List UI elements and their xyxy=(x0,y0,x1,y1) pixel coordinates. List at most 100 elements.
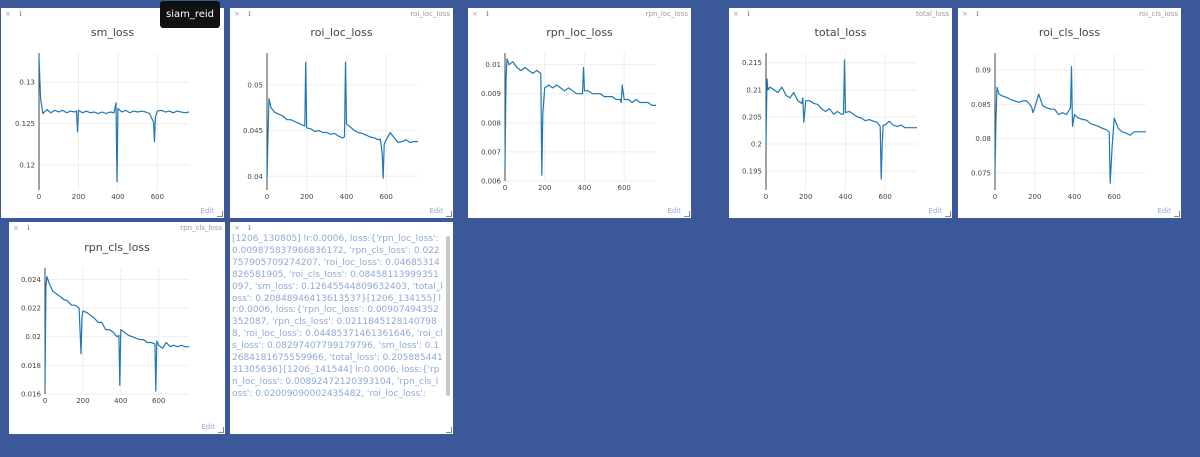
y-tick-label: 0.13 xyxy=(19,79,35,87)
window-title: rpn_loc_loss xyxy=(645,10,688,18)
pane-sm-loss: × ℹ sm_loss 0.12 0.125 0.13 0 200 400 600 Edit xyxy=(1,8,224,218)
y-tick-label: 0.195 xyxy=(742,168,762,176)
series-line xyxy=(44,275,189,392)
series-line xyxy=(765,59,917,180)
y-tick-label: 0.205 xyxy=(742,113,762,121)
x-tick-label: 400 xyxy=(1068,193,1081,201)
resize-handle[interactable] xyxy=(217,211,223,217)
plot-title: roi_cls_loss xyxy=(1038,26,1101,39)
window-controls[interactable]: × ℹ xyxy=(234,10,254,18)
window-bar: × ℹ total_loss xyxy=(729,8,952,20)
edit-link[interactable]: Edit xyxy=(200,207,214,215)
chart-roi-cls-loss[interactable]: 0.075 0.08 0.085 0.09 0 200 400 600 xyxy=(958,8,1181,218)
y-tick-label: 0.04 xyxy=(247,173,263,181)
resize-handle[interactable] xyxy=(446,427,452,433)
edit-link[interactable]: Edit xyxy=(429,207,443,215)
x-tick-label: 200 xyxy=(538,184,551,192)
window-bar: × ℹ roi_cls_loss xyxy=(958,8,1181,20)
y-tick-label: 0.05 xyxy=(247,81,263,89)
resize-handle[interactable] xyxy=(1174,211,1180,217)
y-tick-label: 0.075 xyxy=(971,169,991,177)
window-controls[interactable]: × ℹ xyxy=(733,10,753,18)
y-tick-label: 0.009 xyxy=(481,90,501,98)
window-title: rpn_cls_loss xyxy=(180,224,222,232)
pane-rpn-cls-loss: × ℹ rpn_cls_loss rpn_cls_loss 0.016 0.018… xyxy=(9,222,225,434)
x-tick-label: 600 xyxy=(1108,193,1121,201)
series-line xyxy=(38,57,190,183)
y-tick-label: 0.2 xyxy=(751,140,762,148)
pane-rpn-loc-loss: × ℹ rpn_loc_loss rpn_loc_loss 0.006 0.007… xyxy=(468,8,691,218)
x-tick-label: 600 xyxy=(618,184,631,192)
plot-title: rpn_cls_loss xyxy=(84,241,150,254)
x-tick-label: 400 xyxy=(114,397,127,405)
x-tick-label: 0 xyxy=(993,193,997,201)
x-tick-label: 200 xyxy=(76,397,89,405)
resize-handle[interactable] xyxy=(684,211,690,217)
y-tick-label: 0.018 xyxy=(21,362,41,370)
x-tick-label: 0 xyxy=(37,193,41,201)
window-bar: × ℹ roi_loc_loss xyxy=(230,8,453,20)
window-title: total_loss xyxy=(915,10,949,18)
window-controls[interactable]: × ℹ xyxy=(5,10,25,18)
pane-roi-cls-loss: × ℹ roi_cls_loss roi_cls_loss 0.075 0.08 0… xyxy=(958,8,1181,218)
y-tick-label: 0.016 xyxy=(21,391,42,399)
x-tick-label: 200 xyxy=(1028,193,1041,201)
y-tick-label: 0.08 xyxy=(975,135,991,143)
y-tick-label: 0.01 xyxy=(485,61,501,69)
window-bar: × ℹ xyxy=(1,8,224,20)
y-tick-label: 0.21 xyxy=(746,86,762,94)
chart-sm-loss[interactable]: 0.12 0.125 0.13 0 200 400 600 xyxy=(1,8,224,218)
window-controls[interactable]: × ℹ xyxy=(13,224,33,232)
y-tick-label: 0.006 xyxy=(481,178,502,186)
y-tick-label: 0.215 xyxy=(742,59,762,67)
window-bar: × ℹ rpn_cls_loss xyxy=(9,222,225,234)
window-controls[interactable]: × ℹ xyxy=(962,10,982,18)
edit-link[interactable]: Edit xyxy=(201,423,215,431)
x-tick-label: 200 xyxy=(799,193,812,201)
chart-rpn-loc-loss[interactable]: 0.006 0.007 0.008 0.009 0.01 0 200 400 600 xyxy=(468,8,691,218)
series-line xyxy=(504,58,656,176)
plot-title: sm_loss xyxy=(90,26,135,39)
y-tick-label: 0.022 xyxy=(21,305,41,313)
chart-roi-loc-loss[interactable]: 0.04 0.045 0.05 0 200 400 600 xyxy=(230,8,453,218)
window-title: roi_loc_loss xyxy=(410,10,450,18)
y-tick-label: 0.09 xyxy=(975,67,991,75)
x-tick-label: 400 xyxy=(340,193,353,201)
edit-link[interactable]: Edit xyxy=(1157,207,1171,215)
plot-title: roi_loc_loss xyxy=(310,26,373,39)
x-tick-label: 200 xyxy=(300,193,313,201)
series-line xyxy=(266,61,418,181)
edit-link[interactable]: Edit xyxy=(667,207,681,215)
plot-title: total_loss xyxy=(814,26,867,39)
y-tick-label: 0.12 xyxy=(19,162,35,170)
resize-handle[interactable] xyxy=(218,427,224,433)
pane-roi-loc-loss: × ℹ roi_loc_loss roi_loc_loss 0.04 0.045 0… xyxy=(230,8,453,218)
y-tick-label: 0.007 xyxy=(481,148,501,156)
series-line xyxy=(994,66,1146,184)
window-controls[interactable]: × ℹ xyxy=(234,224,254,232)
chart-rpn-cls-loss[interactable]: 0.016 0.018 0.02 0.022 0.024 0 200 400 600 xyxy=(9,222,225,434)
x-tick-label: 400 xyxy=(578,184,591,192)
x-tick-label: 600 xyxy=(879,193,892,201)
window-controls[interactable]: × ℹ xyxy=(472,10,492,18)
chart-total-loss[interactable]: 0.195 0.2 0.205 0.21 0.215 0 200 400 600 xyxy=(729,8,952,218)
x-tick-label: 600 xyxy=(380,193,393,201)
window-bar: × ℹ xyxy=(230,222,453,234)
resize-handle[interactable] xyxy=(945,211,951,217)
pane-total-loss: × ℹ total_loss total_loss 0.195 0.2 0.205 0… xyxy=(729,8,952,218)
y-tick-label: 0.125 xyxy=(15,120,35,128)
y-tick-label: 0.045 xyxy=(243,127,263,135)
resize-handle[interactable] xyxy=(446,211,452,217)
x-tick-label: 0 xyxy=(43,397,47,405)
edit-link[interactable]: Edit xyxy=(928,207,942,215)
scrollbar[interactable] xyxy=(446,236,450,396)
x-tick-label: 0 xyxy=(503,184,507,192)
y-tick-label: 0.085 xyxy=(971,101,991,109)
x-tick-label: 400 xyxy=(111,193,124,201)
x-tick-label: 400 xyxy=(839,193,852,201)
x-tick-label: 600 xyxy=(151,193,164,201)
x-tick-label: 0 xyxy=(265,193,269,201)
window-bar: × ℹ rpn_loc_loss xyxy=(468,8,691,20)
y-tick-label: 0.02 xyxy=(25,333,41,341)
env-tooltip: siam_reid xyxy=(160,1,220,28)
